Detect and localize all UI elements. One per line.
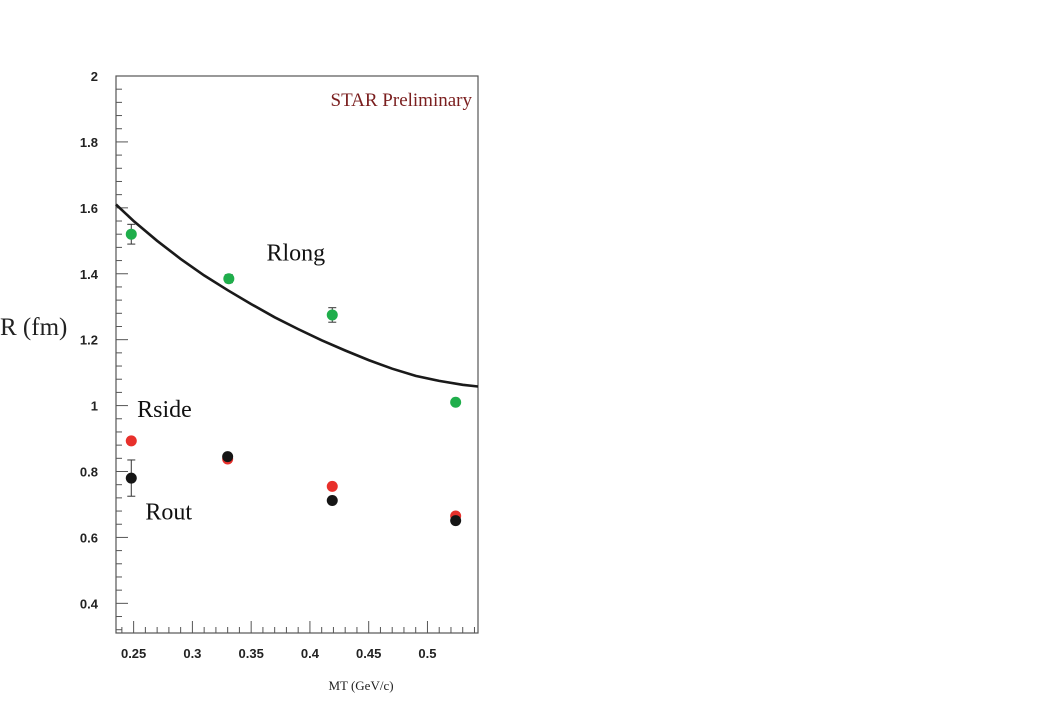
rlong-point xyxy=(223,273,235,285)
axis-ticks: 0.25 0.3 0.35 0.4 0.45 0.5 0.4 0.6 0.8 1 1.2 1.4 1.6… xyxy=(80,69,475,661)
rout-point xyxy=(125,472,137,484)
y-tick-label: 0.4 xyxy=(80,596,99,611)
fit-curve-layer xyxy=(115,203,479,388)
annotation-star-preliminary: STAR Preliminary xyxy=(331,90,473,111)
y-tick-label: 1.4 xyxy=(80,267,99,282)
fit-curve xyxy=(115,203,479,388)
y-tick-label: 1.6 xyxy=(80,201,98,216)
rlong-point xyxy=(326,309,338,321)
y-tick-label: 2 xyxy=(91,69,98,84)
y-tick-label: 1 xyxy=(91,399,98,414)
rlong-point xyxy=(125,228,137,240)
x-axis-label: MT (GeV/c) xyxy=(328,678,393,693)
rout-point xyxy=(326,495,338,507)
y-tick-label: 0.6 xyxy=(80,530,98,545)
y-tick-label: 1.2 xyxy=(80,333,98,348)
x-tick-label: 0.4 xyxy=(301,646,320,661)
x-tick-label: 0.3 xyxy=(183,646,201,661)
y-axis-label: R (fm) xyxy=(0,314,67,341)
series-label-rlong: Rlong xyxy=(266,241,325,267)
x-tick-label: 0.35 xyxy=(239,646,264,661)
plot-frame xyxy=(115,75,479,634)
y-tick-label: 0.8 xyxy=(80,465,98,480)
rside-point xyxy=(326,480,338,492)
x-tick-label: 0.25 xyxy=(121,646,146,661)
rout-point xyxy=(222,451,234,463)
series-label-rside: Rside xyxy=(137,397,192,423)
rside-point xyxy=(125,435,137,447)
rout-point xyxy=(450,515,462,527)
rlong-point xyxy=(450,396,462,408)
x-tick-label: 0.45 xyxy=(356,646,381,661)
series-labels-layer: Rlong Rside Rout xyxy=(137,241,325,526)
data-points-layer xyxy=(125,223,462,527)
y-tick-label: 1.8 xyxy=(80,135,98,150)
series-label-rout: Rout xyxy=(145,499,192,525)
x-tick-label: 0.5 xyxy=(418,646,436,661)
